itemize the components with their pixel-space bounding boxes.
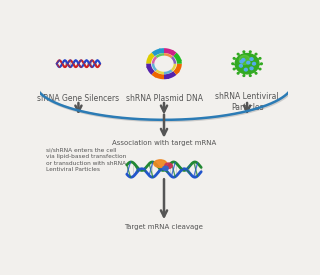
Ellipse shape [165, 163, 172, 169]
Circle shape [240, 60, 243, 63]
Text: siRNA Gene Silencers: siRNA Gene Silencers [37, 94, 119, 103]
Circle shape [259, 68, 261, 70]
Text: Target mRNA cleavage: Target mRNA cleavage [124, 224, 204, 230]
Ellipse shape [163, 166, 168, 170]
Circle shape [233, 68, 235, 70]
Circle shape [252, 62, 255, 65]
Ellipse shape [154, 160, 167, 167]
Circle shape [259, 58, 261, 59]
Circle shape [247, 61, 250, 64]
Circle shape [237, 73, 239, 74]
Circle shape [249, 75, 251, 76]
Circle shape [250, 67, 253, 70]
Circle shape [232, 63, 234, 64]
Circle shape [255, 53, 257, 55]
Circle shape [249, 51, 251, 53]
Circle shape [250, 58, 253, 60]
Circle shape [235, 54, 259, 74]
Text: si/shRNA enters the cell
via lipid-based transfection
or transduction with shRNA: si/shRNA enters the cell via lipid-based… [46, 147, 126, 172]
Circle shape [233, 58, 235, 59]
Circle shape [243, 75, 245, 76]
Circle shape [239, 65, 242, 67]
Circle shape [242, 59, 245, 61]
Text: Association with target mRNA: Association with target mRNA [112, 140, 216, 146]
Circle shape [244, 68, 247, 71]
Circle shape [243, 51, 245, 53]
Circle shape [239, 55, 250, 64]
Circle shape [260, 63, 262, 64]
Text: shRNA Plasmid DNA: shRNA Plasmid DNA [125, 94, 203, 103]
Circle shape [255, 73, 257, 74]
Text: shRNA Lentiviral
Particles: shRNA Lentiviral Particles [215, 92, 279, 112]
Circle shape [237, 53, 239, 55]
